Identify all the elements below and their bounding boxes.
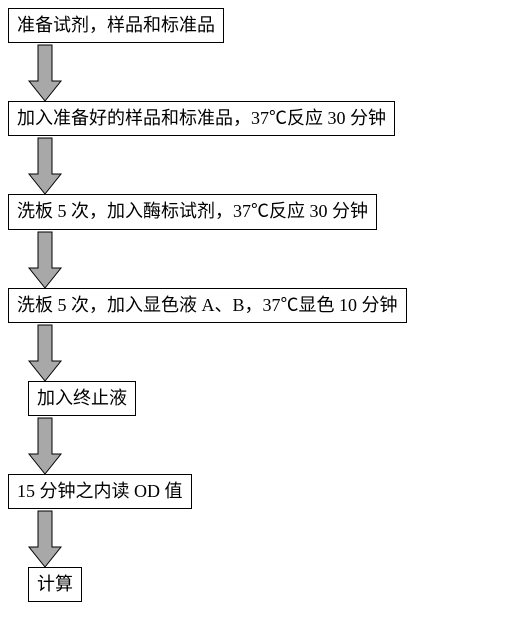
- arrow-2: [8, 136, 78, 194]
- step-box-2: 加入准备好的样品和标准品，37℃反应 30 分钟: [8, 101, 395, 136]
- arrow-down-icon: [8, 323, 78, 383]
- arrow-1: [8, 43, 78, 101]
- flowchart-container: 准备试剂，样品和标准品 加入准备好的样品和标准品，37℃反应 30 分钟 洗板 …: [8, 8, 504, 602]
- step-box-7: 计算: [28, 567, 82, 602]
- arrow-down-icon: [8, 509, 78, 569]
- step-box-1: 准备试剂，样品和标准品: [8, 8, 224, 43]
- step-label: 加入准备好的样品和标准品，37℃反应 30 分钟: [17, 108, 386, 128]
- step-label: 计算: [37, 574, 73, 594]
- arrow-down-icon: [8, 230, 78, 290]
- step-label: 洗板 5 次，加入酶标试剂，37℃反应 30 分钟: [17, 201, 368, 221]
- arrow-3: [8, 230, 78, 288]
- step-label: 加入终止液: [37, 388, 127, 408]
- arrow-down-icon: [8, 416, 78, 476]
- arrow-6: [8, 509, 78, 567]
- arrow-down-icon: [8, 43, 78, 103]
- step-label: 洗板 5 次，加入显色液 A、B，37℃显色 10 分钟: [17, 295, 398, 315]
- step-box-4: 洗板 5 次，加入显色液 A、B，37℃显色 10 分钟: [8, 288, 407, 323]
- step-label: 15 分钟之内读 OD 值: [17, 481, 183, 501]
- step-box-5: 加入终止液: [28, 381, 136, 416]
- step-label: 准备试剂，样品和标准品: [17, 15, 215, 35]
- arrow-5: [8, 416, 78, 474]
- arrow-down-icon: [8, 136, 78, 196]
- step-box-3: 洗板 5 次，加入酶标试剂，37℃反应 30 分钟: [8, 194, 377, 229]
- arrow-4: [8, 323, 78, 381]
- step-box-6: 15 分钟之内读 OD 值: [8, 474, 192, 509]
